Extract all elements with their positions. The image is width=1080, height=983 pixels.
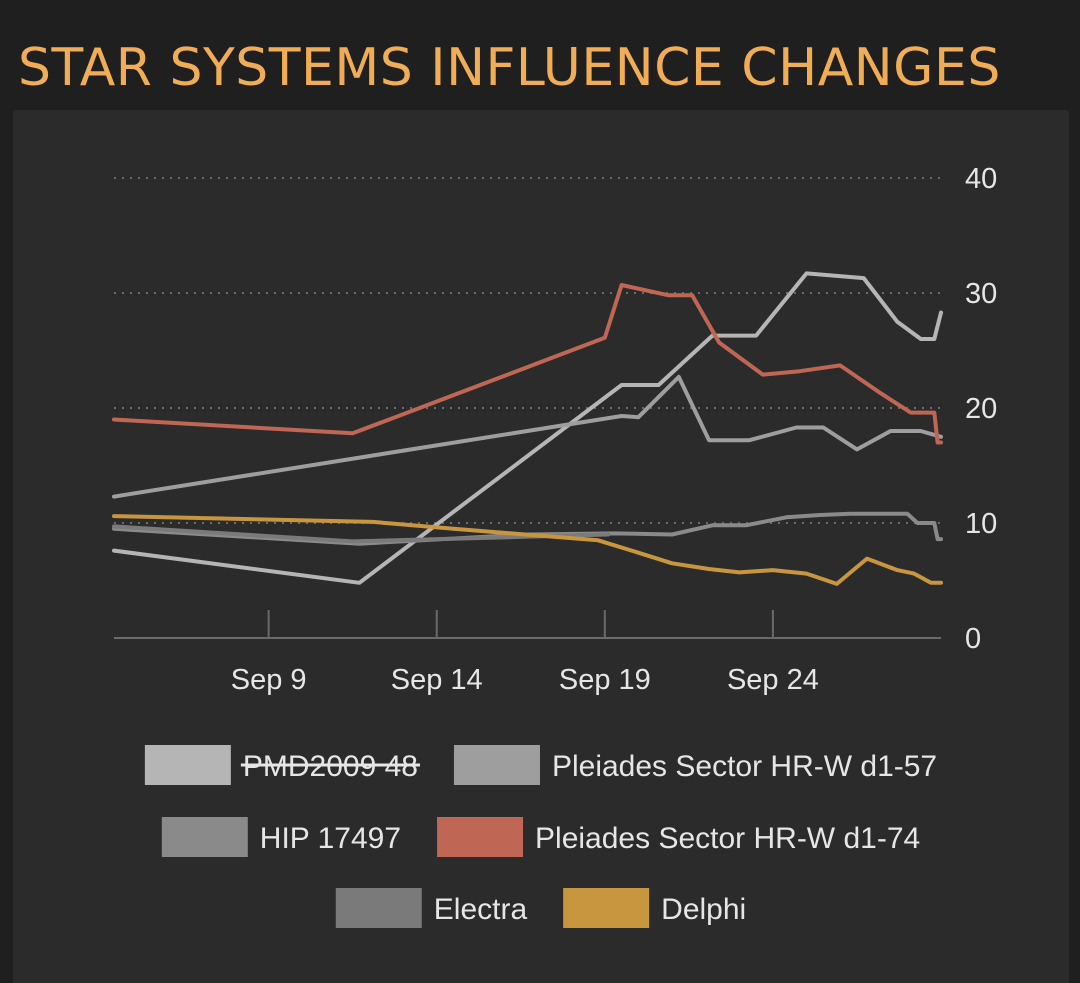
influence-line-chart: 0 10 20 30 40 Sep 9 Sep 14 Sep 19 Sep 24 PMD200… bbox=[112, 163, 997, 928]
legend-label: Pleiades Sector HR-W d1-57 bbox=[552, 750, 937, 783]
legend-label: Delphi bbox=[661, 893, 746, 926]
legend-swatch bbox=[144, 745, 231, 785]
series-line-1 bbox=[112, 374, 943, 499]
y-tick-label: 30 bbox=[965, 278, 997, 310]
series-line-4 bbox=[112, 524, 611, 544]
legend-label: Pleiades Sector HR-W d1-74 bbox=[535, 822, 920, 855]
y-tick-label: 10 bbox=[965, 508, 997, 540]
grid-lines bbox=[114, 177, 941, 524]
y-tick-label: 20 bbox=[965, 393, 997, 425]
legend-swatch bbox=[335, 888, 422, 928]
legend-item-1[interactable]: Pleiades Sector HR-W d1-57 bbox=[453, 745, 937, 785]
legend-item-4[interactable]: Electra bbox=[335, 888, 528, 928]
legend-item-2[interactable]: HIP 17497 bbox=[161, 817, 401, 857]
legend-swatch bbox=[563, 888, 650, 928]
x-tick-label: Sep 9 bbox=[231, 664, 307, 696]
legend-swatch bbox=[453, 745, 540, 785]
x-tick-label: Sep 19 bbox=[559, 664, 651, 696]
series-line-3 bbox=[112, 283, 943, 445]
legend-item-3[interactable]: Pleiades Sector HR-W d1-74 bbox=[437, 817, 920, 857]
legend-item-0[interactable]: PMD2009 48 bbox=[144, 745, 420, 785]
x-axis-tick-labels: Sep 9 Sep 14 Sep 19 Sep 24 bbox=[231, 664, 819, 696]
legend-swatch bbox=[161, 817, 248, 857]
legend-swatch bbox=[437, 817, 524, 857]
legend: PMD2009 48 Pleiades Sector HR-W d1-57 HIP … bbox=[144, 745, 937, 928]
legend-item-5[interactable]: Delphi bbox=[563, 888, 746, 928]
series-line-5 bbox=[112, 514, 943, 586]
series-lines bbox=[112, 271, 943, 586]
y-axis-tick-labels: 0 10 20 30 40 bbox=[965, 163, 997, 655]
legend-label: HIP 17497 bbox=[260, 822, 401, 855]
y-tick-label: 40 bbox=[965, 163, 997, 195]
chart-panel: 0 10 20 30 40 Sep 9 Sep 14 Sep 19 Sep 24 PMD200… bbox=[13, 110, 1069, 983]
x-axis bbox=[114, 610, 941, 639]
legend-label: Electra bbox=[434, 893, 528, 926]
y-tick-label: 0 bbox=[965, 623, 981, 655]
x-tick-label: Sep 14 bbox=[391, 664, 483, 696]
page-title: STAR SYSTEMS INFLUENCE CHANGES bbox=[18, 38, 1001, 98]
x-tick-label: Sep 24 bbox=[727, 664, 819, 696]
series-line-0 bbox=[112, 271, 943, 585]
